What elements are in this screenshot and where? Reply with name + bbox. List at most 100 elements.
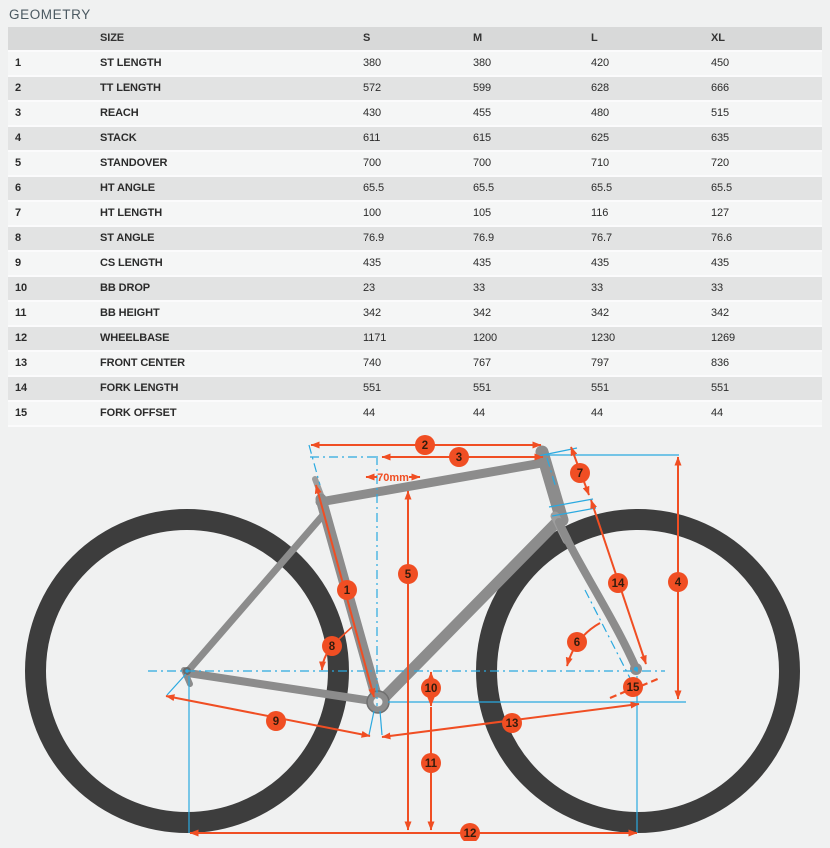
row-number-cell: 1 [15,57,22,69]
row-number-cell: 9 [15,257,22,269]
value-cell-xl: 33 [711,282,724,294]
annotation-70mm: 70mm [377,472,409,484]
row-label-cell: FORK OFFSET [100,407,177,419]
row-number-cell: 10 [15,282,28,294]
row-number-cell: 2 [15,82,22,94]
svg-text:1: 1 [344,585,351,597]
value-cell-l: 33 [591,282,604,294]
col-header-blank [8,27,93,51]
col-header-s: S [363,32,371,44]
row-label-cell: FRONT CENTER [100,357,185,369]
table-row: 14 FORK LENGTH 551 551 551 551 [8,376,822,401]
row-number-cell: 15 [15,407,28,419]
row-number-cell: 5 [15,157,22,169]
table-row: 7 HT LENGTH 100 105 116 127 [8,201,822,226]
row-number-cell: 4 [15,132,22,144]
svg-text:2: 2 [422,440,428,452]
table-row: 2 TT LENGTH 572 599 628 666 [8,76,822,101]
value-cell-l: 435 [591,257,610,269]
table-row: 10 BB DROP 23 33 33 33 [8,276,822,301]
svg-text:10: 10 [425,683,438,695]
value-cell-l: 76.7 [591,232,613,244]
svg-text:7: 7 [577,468,583,480]
row-number-cell: 13 [15,357,28,369]
value-cell-l: 1230 [591,332,616,344]
dimension-marker-2: 2 [415,435,435,455]
row-number-cell: 7 [15,207,22,219]
svg-text:14: 14 [612,578,625,590]
table-row: 3 REACH 430 455 480 515 [8,101,822,126]
dimension-marker-9: 9 [266,711,286,731]
value-cell-s: 700 [363,157,382,169]
value-cell-s: 76.9 [363,232,385,244]
value-cell-l: 625 [591,132,610,144]
col-header-m: M [473,32,483,44]
row-label-cell: STANDOVER [100,157,168,169]
value-cell-s: 23 [363,282,376,294]
geometry-table: SIZE S M L XL 1 ST LENGTH 380 380 420 450 2 TT … [8,27,822,427]
construction-lines [148,444,686,833]
value-cell-s: 380 [363,57,382,69]
table-row: 4 STACK 611 615 625 635 [8,126,822,151]
svg-text:13: 13 [506,718,519,730]
value-cell-m: 1200 [473,332,498,344]
value-cell-l: 420 [591,57,610,69]
svg-text:5: 5 [405,569,412,581]
value-cell-l: 65.5 [591,182,613,194]
value-cell-xl: 44 [711,407,724,419]
table-row: 8 ST ANGLE 76.9 76.9 76.7 76.6 [8,226,822,251]
dimension-marker-8: 8 [322,636,342,656]
value-cell-xl: 635 [711,132,730,144]
row-number-cell: 14 [15,382,28,394]
svg-text:6: 6 [574,637,580,649]
row-number-cell: 11 [15,307,27,319]
value-cell-s: 1171 [363,332,387,344]
table-row: 5 STANDOVER 700 700 710 720 [8,151,822,176]
table-row: 12 WHEELBASE 1171 1200 1230 1269 [8,326,822,351]
dimension-marker-1: 1 [337,580,357,600]
svg-text:4: 4 [675,577,682,589]
geometry-page: GEOMETRY SIZE S M L XL 1 ST LENGTH 380 380 4… [0,7,830,841]
value-cell-m: 65.5 [473,182,495,194]
dimension-marker-5: 5 [398,564,418,584]
table-header-row: SIZE S M L XL [8,27,822,51]
dimension-marker-4: 4 [668,572,688,592]
row-label-cell: ST ANGLE [100,232,155,244]
dimension-marker-12: 12 [460,823,480,841]
svg-text:3: 3 [456,452,462,464]
svg-text:9: 9 [273,716,279,728]
value-cell-l: 342 [591,307,610,319]
value-cell-l: 116 [591,207,609,219]
value-cell-s: 430 [363,107,382,119]
value-cell-xl: 551 [711,382,730,394]
value-cell-m: 105 [473,207,492,219]
svg-text:8: 8 [329,641,336,653]
dimension-marker-13: 13 [502,713,522,733]
value-cell-xl: 76.6 [711,232,733,244]
value-cell-l: 797 [591,357,610,369]
row-number-cell: 12 [15,332,28,344]
svg-text:15: 15 [627,682,640,694]
col-header-l: L [591,32,598,44]
value-cell-m: 599 [473,82,492,94]
row-label-cell: HT ANGLE [100,182,156,194]
row-label-cell: WHEELBASE [100,332,170,344]
table-row: 1 ST LENGTH 380 380 420 450 [8,51,822,76]
row-label-cell: ST LENGTH [100,57,162,69]
page-title: GEOMETRY [9,7,91,22]
row-label-cell: BB DROP [100,282,151,294]
dimension-marker-10: 10 [421,678,441,698]
table-row: 15 FORK OFFSET 44 44 44 44 [8,401,822,426]
value-cell-xl: 450 [711,57,730,69]
value-cell-m: 455 [473,107,492,119]
value-cell-s: 572 [363,82,382,94]
value-cell-s: 740 [363,357,382,369]
value-cell-m: 615 [473,132,492,144]
row-label-cell: FORK LENGTH [100,382,179,394]
value-cell-m: 551 [473,382,492,394]
table-row: 9 CS LENGTH 435 435 435 435 [8,251,822,276]
value-cell-s: 65.5 [363,182,385,194]
col-header-xl: XL [711,32,725,44]
value-cell-s: 342 [363,307,382,319]
